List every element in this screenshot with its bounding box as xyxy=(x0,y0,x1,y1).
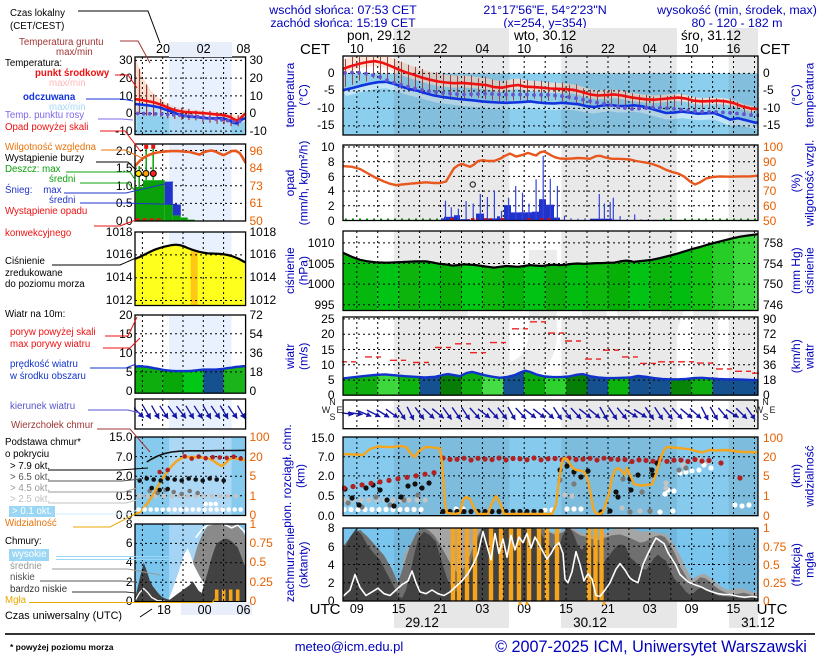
svg-text:(km): (km) xyxy=(789,464,803,488)
svg-text:(m/s): (m/s) xyxy=(297,343,311,370)
svg-text:mgła: mgła xyxy=(803,551,817,577)
svg-text:(%): (%) xyxy=(789,174,803,193)
svg-text:(oktanty): (oktanty) xyxy=(297,541,311,588)
svg-text:temperatura: temperatura xyxy=(283,62,297,127)
svg-text:ciśnienie: ciśnienie xyxy=(803,247,817,294)
svg-text:temperatura: temperatura xyxy=(803,62,817,127)
svg-text:(km): (km) xyxy=(294,464,308,488)
svg-text:wiatr: wiatr xyxy=(803,344,817,370)
svg-text:zachmurzenie: zachmurzenie xyxy=(283,527,297,602)
svg-text:ciśnienie: ciśnienie xyxy=(283,247,297,294)
svg-text:pion. rozciągł. chm.: pion. rozciągł. chm. xyxy=(280,424,294,527)
svg-text:(°C): (°C) xyxy=(789,84,803,105)
svg-text:(°C): (°C) xyxy=(297,84,311,105)
svg-text:opad: opad xyxy=(283,170,297,197)
svg-text:widzialność: widzialność xyxy=(803,445,817,507)
svg-text:(hPa): (hPa) xyxy=(297,256,311,285)
svg-text:wiatr: wiatr xyxy=(283,344,297,370)
svg-text:(frakcja): (frakcja) xyxy=(789,543,803,586)
svg-text:(mm Hg): (mm Hg) xyxy=(789,247,803,294)
svg-text:(km/h): (km/h) xyxy=(789,339,803,373)
svg-text:(mm/h, kg/m²/h): (mm/h, kg/m²/h) xyxy=(297,141,311,226)
svg-text:wilgotność wzgl.: wilgotność wzgl. xyxy=(803,140,817,228)
